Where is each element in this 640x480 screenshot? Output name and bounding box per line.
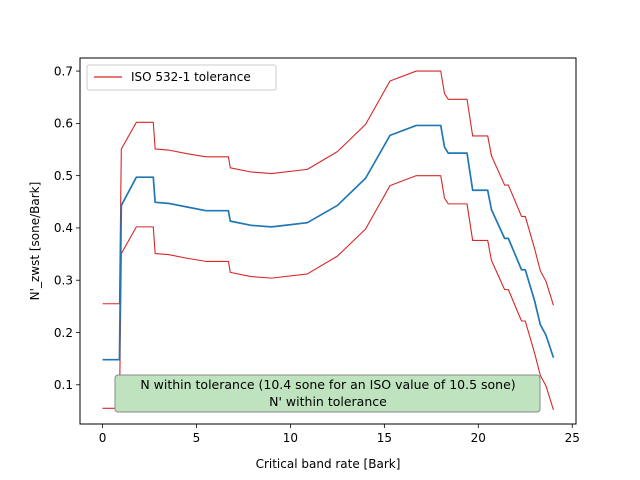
legend-entry-tolerance: ISO 532-1 tolerance xyxy=(131,70,251,84)
annotation-line-1: N within tolerance (10.4 sone for an ISO… xyxy=(140,377,515,392)
x-tick-label: 10 xyxy=(283,431,298,445)
plot-frame xyxy=(79,57,577,425)
annotation-line-2: N' within tolerance xyxy=(269,394,387,409)
ticks-layer: 0 5 10 15 20 25 0.1 0.2 0.3 0.4 0.5 0.6 0.7 xyxy=(54,64,580,445)
legend-box xyxy=(86,64,277,91)
y-tick-label: 0.6 xyxy=(54,117,73,131)
x-tick-label: 0 xyxy=(99,431,107,445)
x-tick-label: 20 xyxy=(471,431,486,445)
y-tick-label: 0.4 xyxy=(54,221,73,235)
annotation: N within tolerance (10.4 sone for an ISO… xyxy=(114,374,541,413)
series-layer xyxy=(102,70,555,411)
x-axis-label: Critical band rate [Bark] xyxy=(256,457,401,471)
series-line-tolerance-lower xyxy=(102,175,554,411)
y-tick-label: 0.5 xyxy=(54,169,73,183)
y-tick-label: 0.1 xyxy=(54,378,73,392)
y-tick-label: 0.3 xyxy=(54,274,73,288)
x-tick-label: 25 xyxy=(565,431,580,445)
y-tick-label: 0.2 xyxy=(54,326,73,340)
series-line-tolerance-upper xyxy=(102,70,554,306)
y-tick-label: 0.7 xyxy=(54,64,73,78)
legend: ISO 532-1 tolerance xyxy=(86,64,277,91)
y-axis-label: N'_zwst [sone/Bark] xyxy=(28,182,42,301)
x-tick-label: 15 xyxy=(377,431,392,445)
annotation-box xyxy=(114,374,541,413)
series-line-measured xyxy=(102,124,555,361)
x-tick-label: 5 xyxy=(193,431,201,445)
